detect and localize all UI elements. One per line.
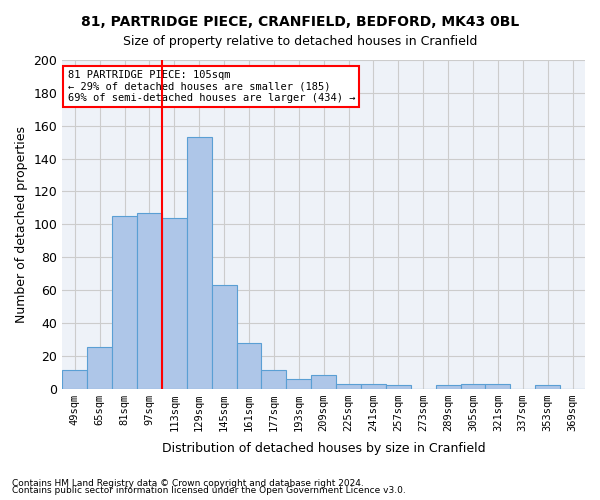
Bar	[336, 384, 361, 388]
Bar	[236, 342, 262, 388]
Bar	[87, 348, 112, 389]
Text: Contains HM Land Registry data © Crown copyright and database right 2024.: Contains HM Land Registry data © Crown c…	[12, 478, 364, 488]
Bar	[485, 384, 511, 388]
Bar	[286, 378, 311, 388]
Bar	[386, 385, 411, 388]
Bar	[535, 385, 560, 388]
Bar	[62, 370, 87, 388]
X-axis label: Distribution of detached houses by size in Cranfield: Distribution of detached houses by size …	[162, 442, 485, 455]
Bar	[461, 384, 485, 388]
Y-axis label: Number of detached properties: Number of detached properties	[15, 126, 28, 323]
Bar	[361, 384, 386, 388]
Bar	[112, 216, 137, 388]
Text: 81 PARTRIDGE PIECE: 105sqm
← 29% of detached houses are smaller (185)
69% of sem: 81 PARTRIDGE PIECE: 105sqm ← 29% of deta…	[68, 70, 355, 103]
Bar	[162, 218, 187, 388]
Text: 81, PARTRIDGE PIECE, CRANFIELD, BEDFORD, MK43 0BL: 81, PARTRIDGE PIECE, CRANFIELD, BEDFORD,…	[81, 15, 519, 29]
Bar	[436, 385, 461, 388]
Bar	[311, 376, 336, 388]
Bar	[212, 285, 236, 389]
Bar	[137, 213, 162, 388]
Text: Size of property relative to detached houses in Cranfield: Size of property relative to detached ho…	[123, 35, 477, 48]
Bar	[262, 370, 286, 388]
Bar	[187, 137, 212, 388]
Text: Contains public sector information licensed under the Open Government Licence v3: Contains public sector information licen…	[12, 486, 406, 495]
